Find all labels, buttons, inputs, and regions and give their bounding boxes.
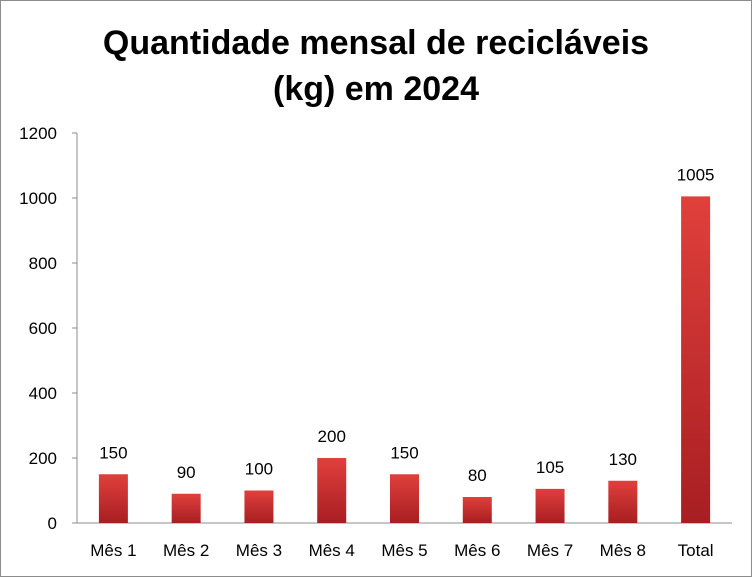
x-tick-label: Mês 7 [527,541,573,560]
x-tick-label: Mês 8 [600,541,646,560]
bar [608,480,638,523]
x-tick-label: Mês 3 [236,541,282,560]
y-tick-label: 400 [29,384,57,403]
y-tick-label: 800 [29,254,57,273]
bar [244,490,274,523]
data-label: 150 [99,443,127,462]
data-label: 90 [177,463,196,482]
bar [171,493,201,523]
bars-group [98,196,711,523]
x-tick-label: Mês 2 [163,541,209,560]
y-tick-label: 600 [29,319,57,338]
bar [317,458,347,523]
y-tick-label: 1000 [19,189,57,208]
x-tick-label: Mês 1 [90,541,136,560]
data-label: 105 [536,458,564,477]
data-label: 80 [468,466,487,485]
chart-title-line1: Quantidade mensal de recicláveis [102,24,650,62]
bar [681,196,711,523]
data-label: 1005 [677,165,715,184]
bar [390,474,419,523]
data-labels-group: 150 90 100 200 150 80 105 130 1005 [99,165,714,485]
x-axis-labels: Mês 1 Mês 2 Mês 3 Mês 4 Mês 5 Mês 6 Mês 7 Mês 8… [90,541,713,560]
data-label: 200 [318,427,346,446]
chart-title-line2: (kg) em 2024 [273,70,479,108]
chart-title: Quantidade mensal de recicláveis (kg) em… [0,20,752,112]
bar [98,474,128,523]
y-tick-label: 0 [48,514,57,533]
bar [535,488,565,523]
bar [462,497,492,523]
x-tick-label: Mês 6 [454,541,500,560]
y-tick-label: 1200 [19,124,57,143]
data-label: 130 [609,450,637,469]
x-tick-label: Mês 5 [381,541,427,560]
y-tick-label: 200 [29,449,57,468]
x-tick-label: Mês 4 [309,541,355,560]
x-tick-label: Total [678,541,714,560]
data-label: 150 [390,443,418,462]
y-axis-ticks: 0 200 400 600 800 1000 1200 [19,124,77,533]
data-label: 100 [245,460,273,479]
